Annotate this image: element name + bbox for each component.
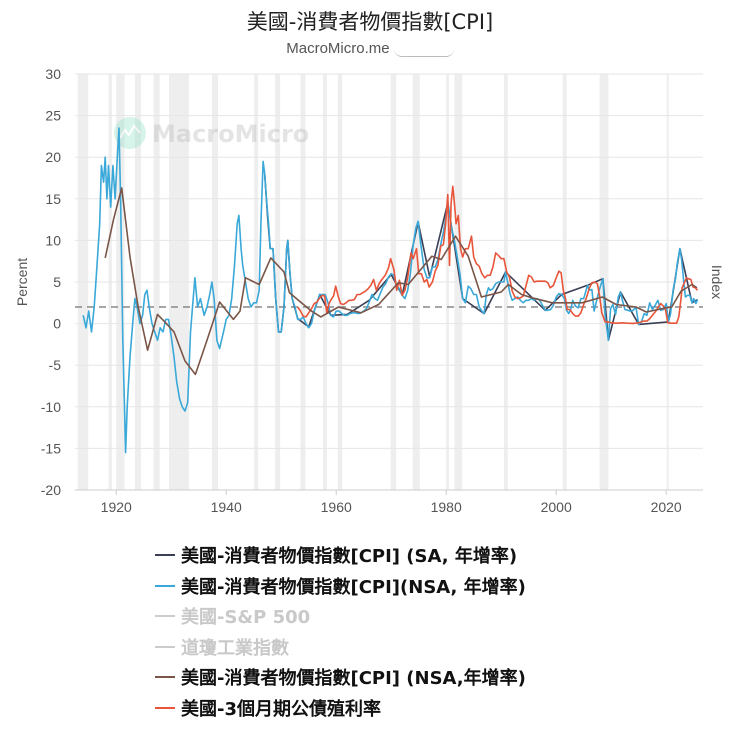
y-tick-label: 15 [45,191,61,207]
y-tick-label: -20 [41,482,61,498]
legend-swatch [155,676,175,679]
legend-label: 美國-3個月期公債殖利率 [181,698,381,720]
legend-item-sp500[interactable]: 美國-S&P 500 [155,601,526,632]
chart-title: 美國-消費者物價指數[CPI] [246,10,494,34]
subtitle-text: MacroMicro.me [286,40,390,57]
y-tick-label: -5 [49,357,62,373]
x-tick-label: 2020 [651,499,682,515]
x-tick-label: 2000 [541,499,572,515]
legend: 美國-消費者物價指數[CPI] (SA, 年增率) 美國-消費者物價指數[CPI… [155,540,526,723]
legend-label: 美國-消費者物價指數[CPI] (NSA,年增率) [181,668,526,690]
x-tick-label: 1980 [431,499,462,515]
y-tick-label: -10 [41,399,61,415]
legend-swatch [155,615,175,618]
y-axis-ticks: 30 25 20 15 10 5 0 -5 -10 -15 -20 [41,66,61,498]
legend-item-dow-jones[interactable]: 道瓊工業指數 [155,632,526,663]
legend-item-cpi-sa[interactable]: 美國-消費者物價指數[CPI] (SA, 年增率) [155,540,526,571]
y2-axis-label: Index [709,265,725,299]
y-tick-label: 30 [45,66,61,82]
y-tick-label: 10 [45,232,61,248]
y-tick-label: 5 [53,274,61,290]
legend-label: 美國-S&P 500 [181,607,311,629]
gridlines [75,73,703,491]
y-tick-label: 25 [45,108,61,124]
legend-label: 美國-消費者物價指數[CPI] (SA, 年增率) [181,546,518,568]
x-tick-label: 1920 [101,499,132,515]
legend-label: 道瓊工業指數 [181,637,289,659]
series-line-3m-treasury-yield [297,185,699,325]
y-tick-label: -15 [41,440,61,456]
x-tick-label: 1960 [321,499,352,515]
legend-item-cpi-nsa[interactable]: 美國-消費者物價指數[CPI](NSA, 年增率) [155,571,526,602]
legend-label: 美國-消費者物價指數[CPI](NSA, 年增率) [181,576,526,598]
y-tick-label: 0 [53,316,61,332]
series-line-cpi-nsa [82,127,699,454]
watermark-logo: MacroMicro [114,117,309,149]
legend-swatch [155,706,175,709]
legend-swatch [155,554,175,557]
svg-text:MacroMicro: MacroMicro [152,120,309,148]
legend-item-3m-treasury-yield[interactable]: 美國-3個月期公債殖利率 [155,693,526,724]
y-axis-label: Percent [14,258,30,306]
redaction-scribble [393,42,454,57]
legend-swatch [155,584,175,587]
series-lines [82,127,699,454]
series-line-cpi-nsa-smoothed [104,187,698,376]
y-tick-label: 20 [45,149,61,165]
chart-subtitle: MacroMicro.me [0,40,740,57]
x-axis-ticks: 1920 1940 1960 1980 2000 2020 [101,490,682,515]
legend-item-cpi-nsa-smoothed[interactable]: 美國-消費者物價指數[CPI] (NSA,年增率) [155,662,526,693]
legend-swatch [155,645,175,648]
x-tick-label: 1940 [211,499,242,515]
